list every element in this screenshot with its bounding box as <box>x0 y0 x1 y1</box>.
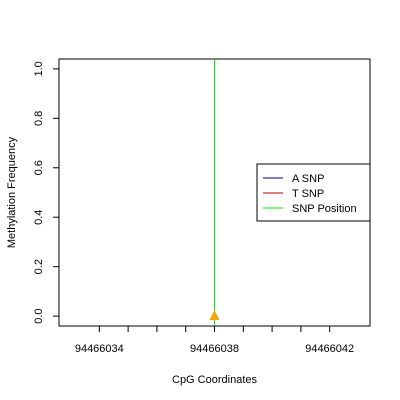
legend: A SNP T SNP SNP Position <box>256 163 371 222</box>
y-tick-label: 0.6 <box>33 160 45 175</box>
chart-marks <box>209 59 220 326</box>
x-axis: 94466034 94466038 94466042 <box>75 326 354 355</box>
x-tick-label: 94466042 <box>305 343 354 355</box>
y-axis: 0.0 0.2 0.4 0.6 0.8 1.0 <box>33 61 59 324</box>
y-tick-label: 0.4 <box>33 210 45 225</box>
y-tick-label: 1.0 <box>33 61 45 76</box>
x-axis-title: CpG Coordinates <box>172 374 257 386</box>
data-point-triangle <box>209 310 220 321</box>
y-tick-label: 0.0 <box>33 308 45 323</box>
y-tick-label: 0.2 <box>33 259 45 274</box>
x-tick-label: 94466038 <box>190 343 239 355</box>
legend-label: T SNP <box>292 188 324 200</box>
y-axis-title: Methylation Frequency <box>6 136 18 248</box>
y-tick-label: 0.8 <box>33 111 45 126</box>
legend-label: SNP Position <box>292 203 357 215</box>
legend-label: A SNP <box>292 173 324 185</box>
x-tick-label: 94466034 <box>75 343 124 355</box>
